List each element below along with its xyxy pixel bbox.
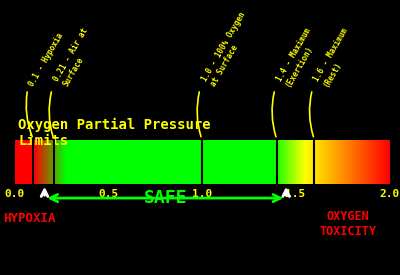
Text: 0.1 - Hypoxia: 0.1 - Hypoxia bbox=[28, 32, 66, 88]
Text: Oxygen Partial Pressure
Limits: Oxygen Partial Pressure Limits bbox=[18, 118, 211, 148]
Text: 0.0: 0.0 bbox=[4, 189, 25, 199]
Text: OXYGEN
TOXICITY: OXYGEN TOXICITY bbox=[320, 210, 376, 238]
Text: 1.5: 1.5 bbox=[285, 189, 306, 199]
Text: 1.4 - Maximum
(Exertion): 1.4 - Maximum (Exertion) bbox=[275, 26, 322, 88]
Text: 1.0: 1.0 bbox=[192, 189, 212, 199]
Text: 0.5: 0.5 bbox=[98, 189, 118, 199]
Text: 0.21 - Air at
Surface: 0.21 - Air at Surface bbox=[52, 26, 99, 88]
Text: 2.0: 2.0 bbox=[379, 189, 399, 199]
Text: SAFE: SAFE bbox=[144, 189, 187, 207]
Text: 1.0 - 100% Oxygen
at Surface: 1.0 - 100% Oxygen at Surface bbox=[200, 10, 256, 88]
Text: HYPOXIA: HYPOXIA bbox=[3, 212, 56, 225]
Text: 1.6 - Maximum
(Rest): 1.6 - Maximum (Rest) bbox=[312, 26, 359, 88]
